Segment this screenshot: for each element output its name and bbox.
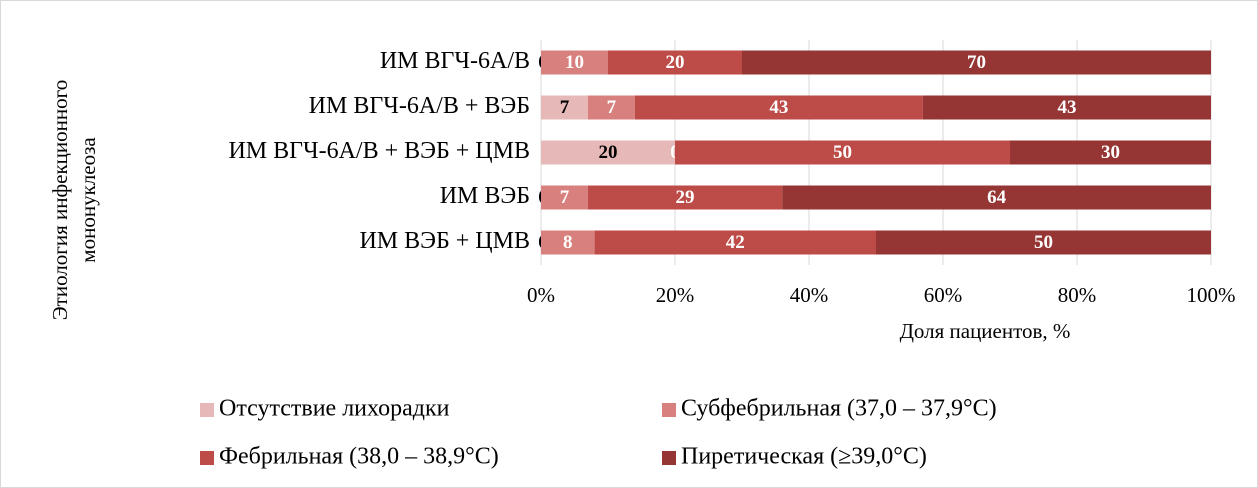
data-label: 20 [599,142,618,163]
bar-segment [876,230,1211,255]
bar-segment [608,50,742,75]
data-label: 42 [726,232,745,253]
x-tick-label: 100% [1187,283,1236,307]
data-label: 50 [833,142,852,163]
bar-segment [541,95,588,120]
legend-marker [662,451,676,465]
data-label: 50 [1034,232,1053,253]
bar-segment [634,95,923,120]
data-label: 43 [1057,97,1076,118]
bar-segment [922,95,1211,120]
bar-segment [782,185,1211,210]
bar-segment [675,140,1010,165]
data-label: 43 [769,97,788,118]
x-axis-title: Доля пациентов, % [900,319,1071,343]
bar-segment [541,140,675,165]
x-tick-label: 0% [527,283,555,307]
bar-segment [541,230,595,255]
bar-segment [587,95,635,120]
data-label: 8 [563,232,573,253]
bar-segment [541,50,608,75]
data-label: 30 [1101,142,1120,163]
legend-marker [662,403,676,417]
y-axis-title: Этиология инфекционного [48,80,72,320]
x-tick-label: 20% [656,283,695,307]
y-tick-label: ИМ ВГЧ-6А/В + ВЭБ + ЦМВ [228,138,530,164]
bar-segment [594,230,876,255]
data-label: 7 [560,97,570,118]
data-label: 20 [666,52,685,73]
x-tick-label: 60% [924,283,963,307]
y-tick-label: ИМ ВГЧ-6А/В [380,48,530,74]
bar-segment [742,50,1211,75]
data-label: 70 [967,52,986,73]
legend-marker [200,451,214,465]
data-label: 64 [987,187,1007,208]
y-axis-title: мононуклеоза [76,137,100,263]
bar-segment [1010,140,1211,165]
data-label: 7 [560,187,570,208]
data-label: 7 [607,97,617,118]
legend-label: Пиретическая (≥39,0°C) [681,444,927,470]
legend-marker [200,403,214,417]
x-tick-label: 40% [790,283,829,307]
legend-label: Фебрильная (38,0 – 38,9°C) [219,444,499,470]
y-tick-label: ИМ ВЭБ [440,183,530,209]
bar-segment [587,185,783,210]
legend-label: Отсутствие лихорадки [219,396,450,422]
y-tick-label: ИМ ВГЧ-6А/В + ВЭБ [309,93,530,119]
x-tick-label: 80% [1058,283,1097,307]
bar-segment [541,185,588,210]
data-label: 10 [565,52,584,73]
y-tick-label: ИМ ВЭБ + ЦМВ [359,228,530,254]
legend-label: Субфебрильная (37,0 – 37,9°C) [681,396,997,422]
data-label: 29 [676,187,695,208]
